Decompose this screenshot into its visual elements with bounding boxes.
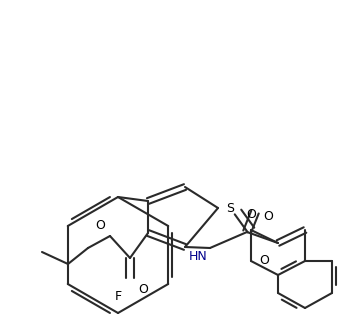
Text: O: O — [246, 208, 256, 221]
Text: HN: HN — [189, 250, 208, 263]
Text: F: F — [115, 290, 121, 303]
Text: O: O — [138, 283, 148, 296]
Text: O: O — [263, 210, 273, 223]
Text: O: O — [95, 219, 105, 232]
Text: O: O — [259, 254, 269, 267]
Text: S: S — [226, 201, 234, 214]
